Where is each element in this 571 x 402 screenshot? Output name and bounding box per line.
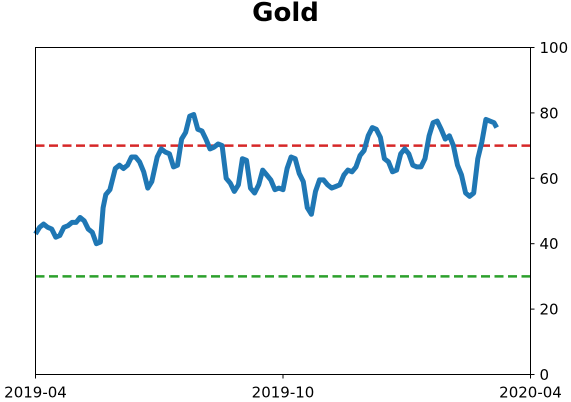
y-tick-label-0: 0 bbox=[540, 366, 550, 384]
series-layer bbox=[33, 112, 499, 247]
y-axis: 0 20 40 60 80 100 bbox=[530, 39, 569, 384]
x-axis: 2019-04 2019-10 2020-04 bbox=[4, 374, 562, 402]
x-tick-label-2019-10: 2019-10 bbox=[252, 384, 315, 402]
chart-title: Gold bbox=[252, 0, 319, 28]
y-tick-label-20: 20 bbox=[540, 301, 559, 319]
y-tick-label-60: 60 bbox=[540, 170, 559, 188]
y-tick-label-40: 40 bbox=[540, 235, 559, 253]
x-tick-label-2019-04: 2019-04 bbox=[4, 384, 67, 402]
y-tick-label-100: 100 bbox=[540, 39, 569, 57]
reference-lines bbox=[35, 144, 531, 278]
plot-frame bbox=[35, 47, 531, 375]
x-tick-label-2020-04: 2020-04 bbox=[499, 384, 562, 402]
series-line-0 bbox=[33, 112, 499, 247]
y-tick-label-80: 80 bbox=[540, 104, 559, 122]
